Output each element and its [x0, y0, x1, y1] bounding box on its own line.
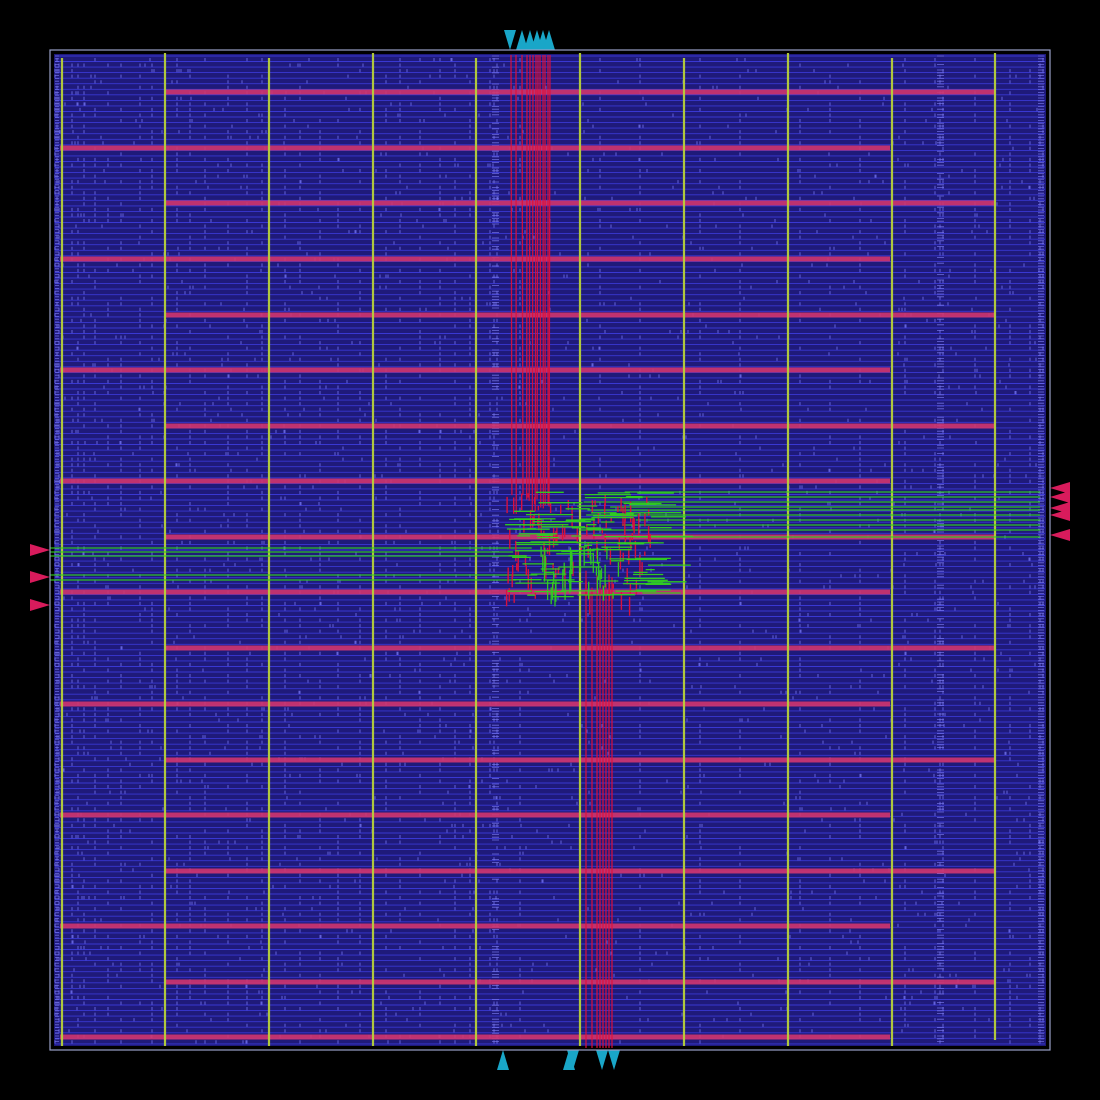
vertical-power-strap — [578, 53, 582, 1046]
io-pin-top — [504, 30, 516, 50]
die-outline — [49, 49, 1051, 1051]
logic-cluster-red — [505, 493, 651, 616]
signal-route-red — [510, 54, 513, 496]
signal-route-red — [531, 54, 534, 512]
io-pin-right — [1050, 482, 1070, 494]
logic-cluster-green — [505, 491, 693, 607]
edge-fill-cells — [55, 55, 1044, 1042]
io-pin-bottom — [497, 1050, 509, 1070]
io-pins — [30, 30, 1070, 1070]
vertical-power-strap — [371, 53, 375, 1046]
signal-routes — [50, 54, 1040, 1048]
signal-route-red — [548, 54, 551, 507]
io-pin-left — [30, 571, 50, 583]
io-pin-bottom — [608, 1050, 620, 1070]
vertical-power-strap — [682, 58, 686, 1046]
cell-markers — [54, 55, 1044, 1044]
io-pin-bottom — [567, 1050, 579, 1070]
signal-route-red — [539, 54, 542, 508]
io-pin-right — [1050, 509, 1070, 521]
vertical-power-strap — [786, 53, 790, 1046]
io-pin-top — [516, 30, 528, 50]
io-pin-right — [1050, 529, 1070, 541]
io-pin-bottom — [596, 1050, 608, 1070]
vertical-power-strap — [163, 53, 167, 1046]
signal-route-red — [528, 54, 531, 501]
vertical-power-strap — [993, 53, 997, 1040]
vertical-power-strap — [890, 58, 894, 1046]
io-pin-right — [1050, 491, 1070, 503]
cell-tick-marks — [54, 58, 1044, 1044]
signal-route-red — [521, 54, 524, 496]
signal-route-red — [536, 54, 539, 500]
io-pin-top — [543, 30, 555, 50]
io-pin-left — [30, 544, 50, 556]
io-pin-left — [30, 599, 50, 611]
signal-route-red — [534, 54, 537, 512]
